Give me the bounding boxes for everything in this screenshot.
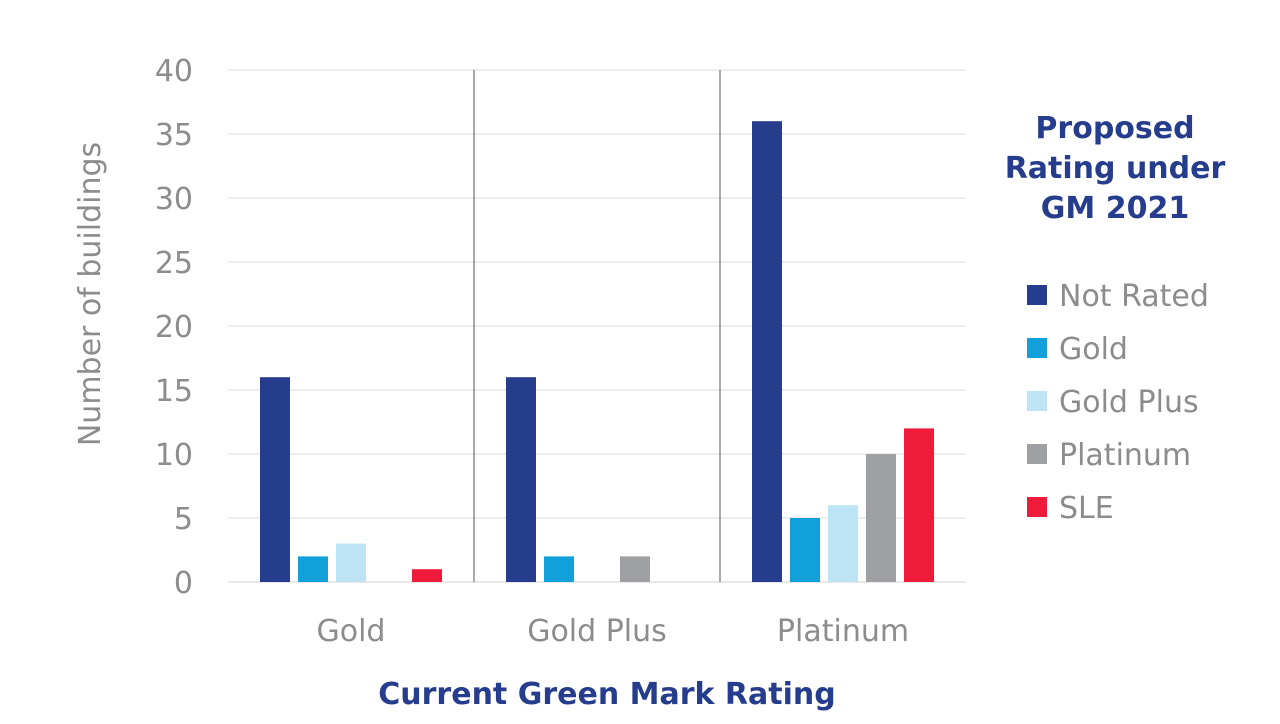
legend-title-line-1: Proposed — [1035, 111, 1194, 146]
legend: Proposed Rating under GM 2021 Not Rated G… — [1005, 111, 1226, 526]
category-separators — [473, 70, 721, 582]
bar-platinum-gold-plus — [828, 505, 858, 582]
legend-swatch-gold — [1027, 338, 1047, 358]
legend-swatch-gold-plus — [1027, 391, 1047, 411]
bar-platinum-platinum — [866, 454, 896, 582]
y-tick-label-20: 20 — [155, 310, 193, 345]
legend-swatch-sle — [1027, 497, 1047, 517]
legend-swatch-platinum — [1027, 444, 1047, 464]
bar-platinum-not-rated — [752, 121, 782, 582]
bar-gold-not-rated — [260, 377, 290, 582]
y-tick-label-15: 15 — [155, 374, 193, 409]
y-tick-label-30: 30 — [155, 182, 193, 217]
legend-label-gold-plus: Gold Plus — [1059, 385, 1199, 420]
x-category-label-gold: Gold — [317, 614, 386, 649]
y-tick-label-5: 5 — [174, 502, 193, 537]
y-tick-label-0: 0 — [174, 566, 193, 601]
y-axis-title: Number of buildings — [73, 142, 108, 446]
bar-gold-plus-gold — [544, 556, 574, 582]
bar-gold-sle — [412, 569, 442, 582]
y-tick-label-10: 10 — [155, 438, 193, 473]
x-axis-title: Current Green Mark Rating — [378, 677, 835, 712]
legend-label-sle: SLE — [1059, 491, 1114, 526]
legend-title-line-3: GM 2021 — [1041, 191, 1189, 226]
legend-title-line-2: Rating under — [1005, 151, 1226, 186]
x-category-label-platinum: Platinum — [777, 614, 909, 649]
x-category-label-gold-plus: Gold Plus — [527, 614, 667, 649]
y-tick-labels: 0 5 10 15 20 25 30 35 40 — [155, 54, 193, 601]
bar-gold-gold — [298, 556, 328, 582]
legend-items: Not Rated Gold Gold Plus Platinum SLE — [1027, 279, 1209, 526]
bar-gold-gold-plus — [336, 543, 366, 582]
bar-gold-plus-platinum — [620, 556, 650, 582]
y-tick-label-35: 35 — [155, 118, 193, 153]
legend-swatch-not-rated — [1027, 285, 1047, 305]
bar-platinum-gold — [790, 518, 820, 582]
x-category-labels: Gold Gold Plus Platinum — [317, 614, 910, 649]
legend-label-not-rated: Not Rated — [1059, 279, 1209, 314]
bar-platinum-sle — [904, 428, 934, 582]
y-tick-label-40: 40 — [155, 54, 193, 89]
y-tick-label-25: 25 — [155, 246, 193, 281]
bar-gold-plus-not-rated — [506, 377, 536, 582]
legend-label-gold: Gold — [1059, 332, 1128, 367]
bars — [260, 121, 934, 582]
legend-label-platinum: Platinum — [1059, 438, 1191, 473]
